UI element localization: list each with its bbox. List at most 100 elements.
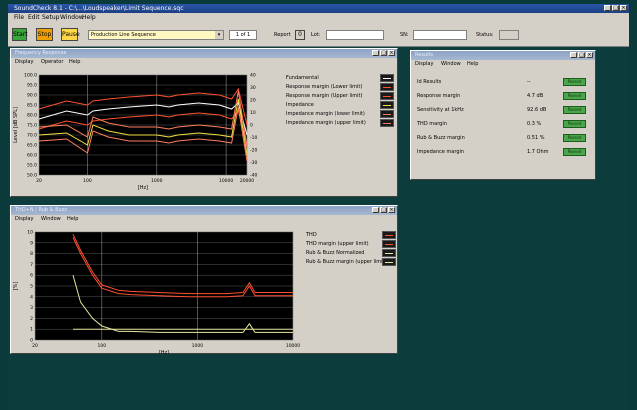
app-title-bar: SoundCheck 8.1 - C:\...\Loudspeaker\Limi… [8, 4, 629, 13]
sequence-dropdown[interactable]: Production Line Sequence ▾ [88, 30, 224, 40]
menu-display[interactable]: Display [415, 61, 434, 67]
legend-swatch[interactable] [380, 110, 394, 118]
series-line-1 [38, 109, 248, 146]
legend-swatch-line [383, 87, 391, 88]
result-status-badge[interactable]: Passed [563, 148, 586, 156]
result-label: Response margin [417, 93, 461, 99]
y-tick-label: 1 [30, 327, 33, 333]
menu-window[interactable]: Window [441, 61, 461, 67]
menu-setup[interactable]: Setup [42, 14, 60, 21]
minimize-button[interactable]: _ [570, 52, 577, 58]
x-tick-label: 100 [83, 178, 92, 184]
menu-help[interactable]: Help [69, 59, 81, 65]
y-right-tick-label: 30 [250, 85, 256, 91]
legend-swatch[interactable] [380, 92, 394, 100]
result-status-badge[interactable]: Passed [563, 92, 586, 100]
y-tick-label: 100.0 [24, 73, 37, 79]
menu-help[interactable]: Help [67, 216, 79, 222]
y-tick-label: 55.0 [27, 163, 37, 169]
minimize-button[interactable]: _ [604, 5, 611, 11]
lot-label: Lot: [311, 32, 321, 38]
y-tick-label: 60.0 [27, 153, 37, 159]
result-value: 0.51 % [527, 135, 545, 141]
x-tick-label: 100 [98, 343, 107, 349]
legend-swatch[interactable] [380, 83, 394, 91]
chart-legend: Fundamental Response margin (Lower limit)… [286, 74, 394, 185]
result-value: 0.3 % [527, 121, 542, 127]
legend-swatch-line [385, 262, 393, 263]
y-axis-label: Level [dB SPL] [13, 107, 19, 143]
close-button[interactable]: × [388, 207, 395, 213]
y-tick-label: 4 [30, 294, 33, 300]
menu-operator[interactable]: Operator [41, 59, 64, 65]
legend-swatch[interactable] [380, 101, 394, 109]
lot-input[interactable] [326, 30, 384, 40]
results-window: Results _ □ × Display Window Help Id Res… [410, 50, 596, 180]
menu-display[interactable]: Display [15, 216, 34, 222]
result-status-badge[interactable]: Passed [563, 106, 586, 114]
pause-button[interactable]: Pause [61, 28, 80, 41]
y-tick-label: 90.0 [27, 93, 37, 99]
x-tick-label: 20000 [240, 178, 254, 184]
chevron-down-icon[interactable]: ▾ [215, 31, 223, 39]
x-axis-label: [Hz] [159, 350, 169, 354]
legend-swatch[interactable] [382, 231, 396, 239]
menu-window[interactable]: Window [60, 14, 84, 21]
legend-entry: Response margin (Upper limit) [286, 93, 363, 99]
close-button[interactable]: × [388, 50, 395, 56]
minimize-button[interactable]: _ [372, 50, 379, 56]
y-tick-label: 2 [30, 316, 33, 322]
maximize-button[interactable]: □ [578, 52, 585, 58]
start-button[interactable]: Start [12, 28, 28, 41]
menu-edit[interactable]: Edit [28, 14, 40, 21]
close-button[interactable]: × [586, 52, 593, 58]
y-tick-label: 80.0 [27, 113, 37, 119]
close-button[interactable]: × [620, 5, 627, 11]
legend-entry: THD [306, 232, 317, 238]
legend-swatch-line [383, 78, 391, 79]
series-line-2 [38, 87, 248, 126]
legend-swatch[interactable] [380, 74, 394, 82]
sequence-name: Production Line Sequence [91, 32, 156, 38]
maximize-button[interactable]: □ [380, 50, 387, 56]
result-label: Impedance margin [417, 149, 465, 155]
menu-file[interactable]: File [14, 14, 25, 21]
maximize-button[interactable]: □ [612, 5, 619, 11]
window-title: THD+N / Rub & Buzz [11, 206, 397, 215]
window-title: Frequency Response [11, 49, 397, 58]
report-label: Report [274, 32, 291, 38]
y-axis-label: [%] [13, 282, 19, 291]
x-tick-label: 1000 [151, 178, 163, 184]
legend-swatch[interactable] [382, 258, 396, 266]
legend-swatch-line [385, 235, 393, 236]
maximize-button[interactable]: □ [380, 207, 387, 213]
legend-swatch-line [383, 105, 391, 106]
menu-display[interactable]: Display [15, 59, 34, 65]
stop-button[interactable]: Stop [36, 28, 53, 41]
series-line-2 [72, 275, 293, 333]
minimize-button[interactable]: _ [372, 207, 379, 213]
result-status-badge[interactable]: Passed [563, 120, 586, 128]
x-tick-label: 20 [32, 343, 38, 349]
status-label: Status: [476, 32, 494, 38]
x-tick-label: 10000 [219, 178, 233, 184]
report-button[interactable]: 0 [295, 30, 305, 40]
result-status-badge[interactable]: Passed [563, 134, 586, 142]
result-value: 1.7 Ohm [527, 149, 549, 155]
serial-input[interactable] [413, 30, 467, 40]
y-tick-label: 3 [30, 305, 33, 311]
result-status-badge[interactable]: Passed [563, 78, 586, 86]
menu-window[interactable]: Window [41, 216, 61, 222]
result-value: -- [527, 79, 531, 85]
legend-entry: THD margin (upper limit) [306, 241, 369, 247]
legend-swatch[interactable] [382, 249, 396, 257]
legend-swatch[interactable] [382, 240, 396, 248]
y-tick-label: 85.0 [27, 103, 37, 109]
menu-help[interactable]: Help [82, 14, 96, 21]
legend-swatch[interactable] [380, 119, 394, 127]
y-right-tick-label: 0 [250, 123, 253, 129]
step-indicator: 1 of 1 [229, 30, 257, 40]
y-tick-label: 50.0 [27, 173, 37, 179]
menu-help[interactable]: Help [467, 61, 479, 67]
